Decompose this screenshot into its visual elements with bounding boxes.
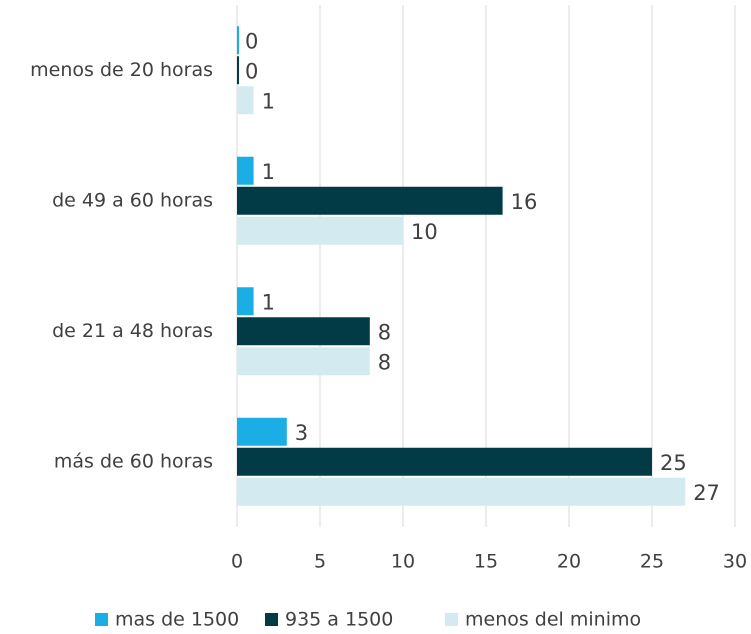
bar: [237, 447, 652, 476]
value-label: 8: [378, 350, 391, 374]
value-label: 10: [411, 220, 438, 244]
bar: [237, 287, 254, 316]
value-label: 3: [295, 421, 308, 445]
bar: [237, 186, 503, 215]
legend-label: menos del minimo: [465, 609, 641, 631]
legend-label: 935 a 1500: [285, 609, 393, 631]
legend-swatch: [95, 613, 108, 626]
y-tick-label: menos de 20 horas: [30, 59, 213, 81]
legend-swatch: [445, 613, 458, 626]
legend-swatch: [265, 613, 278, 626]
value-label: 8: [378, 320, 391, 344]
y-tick-label: más de 60 horas: [54, 450, 213, 472]
x-tick-label: 10: [391, 551, 415, 573]
bar: [237, 216, 403, 245]
value-label: 1: [262, 89, 275, 113]
value-label: 27: [693, 481, 720, 505]
x-tick-label: 0: [231, 551, 243, 573]
bar: [237, 156, 254, 185]
value-label: 16: [511, 190, 538, 214]
value-label: 0: [245, 29, 258, 53]
value-label: 1: [262, 290, 275, 314]
legend-label: mas de 1500: [115, 609, 239, 631]
y-tick-label: de 49 a 60 horas: [52, 189, 213, 211]
x-tick-label: 15: [474, 551, 498, 573]
value-label: 1: [262, 160, 275, 184]
y-tick-label: de 21 a 48 horas: [52, 320, 213, 342]
bar: [237, 86, 254, 115]
bar: [237, 317, 370, 346]
bar: [237, 417, 287, 446]
bar: [237, 477, 686, 506]
x-tick-label: 20: [557, 551, 581, 573]
bar: [237, 347, 370, 376]
value-label: 0: [245, 59, 258, 83]
bar: [237, 26, 239, 55]
x-tick-label: 25: [640, 551, 664, 573]
value-label: 25: [660, 451, 687, 475]
x-tick-label: 30: [723, 551, 747, 573]
x-tick-label: 5: [314, 551, 326, 573]
bar: [237, 56, 239, 85]
